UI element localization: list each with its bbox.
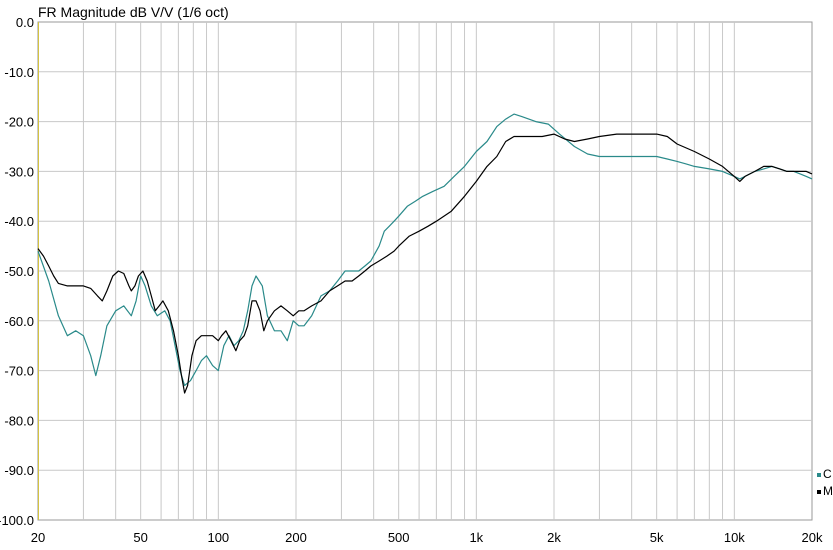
series-line-m — [37, 133, 813, 394]
x-tick-label: 2k — [547, 530, 561, 545]
x-tick-label: 20 — [31, 530, 45, 545]
x-tick-label: 200 — [285, 530, 307, 545]
y-tick-label: -50.0 — [4, 264, 34, 279]
y-tick-label: -100.0 — [0, 513, 34, 528]
x-tick-label: 1k — [469, 530, 483, 545]
chart-title: FR Magnitude dB V/V (1/6 oct) — [38, 4, 229, 20]
x-tick-label: 500 — [388, 530, 410, 545]
y-tick-label: -60.0 — [4, 314, 34, 329]
x-tick-label: 20k — [802, 530, 823, 545]
grid — [37, 21, 813, 521]
y-tick-label: -20.0 — [4, 115, 34, 130]
y-tick-label: 0.0 — [16, 15, 34, 30]
y-tick-label: -10.0 — [4, 65, 34, 80]
x-tick-label: 50 — [133, 530, 147, 545]
series-lines — [37, 113, 813, 394]
x-tick-label: 10k — [724, 530, 745, 545]
y-tick-label: -70.0 — [4, 364, 34, 379]
legend-label: C — [823, 467, 832, 481]
x-axis-ticks: 20 50 100 200 500 1k 2k 5k 10k 20k — [31, 530, 823, 545]
legend: CM — [817, 467, 833, 498]
x-tick-label: 5k — [650, 530, 664, 545]
legend-swatch — [817, 490, 821, 494]
series-line-c — [37, 113, 813, 387]
y-tick-label: -90.0 — [4, 463, 34, 478]
x-tick-label: 100 — [207, 530, 229, 545]
legend-label: M — [823, 484, 833, 498]
y-tick-label: -30.0 — [4, 164, 34, 179]
legend-swatch — [817, 473, 821, 477]
y-tick-label: -40.0 — [4, 214, 34, 229]
y-axis-ticks: 0.0 -10.0 -20.0 -30.0 -40.0 -50.0 -60.0 -70.0 -8… — [0, 15, 34, 528]
y-tick-label: -80.0 — [4, 413, 34, 428]
